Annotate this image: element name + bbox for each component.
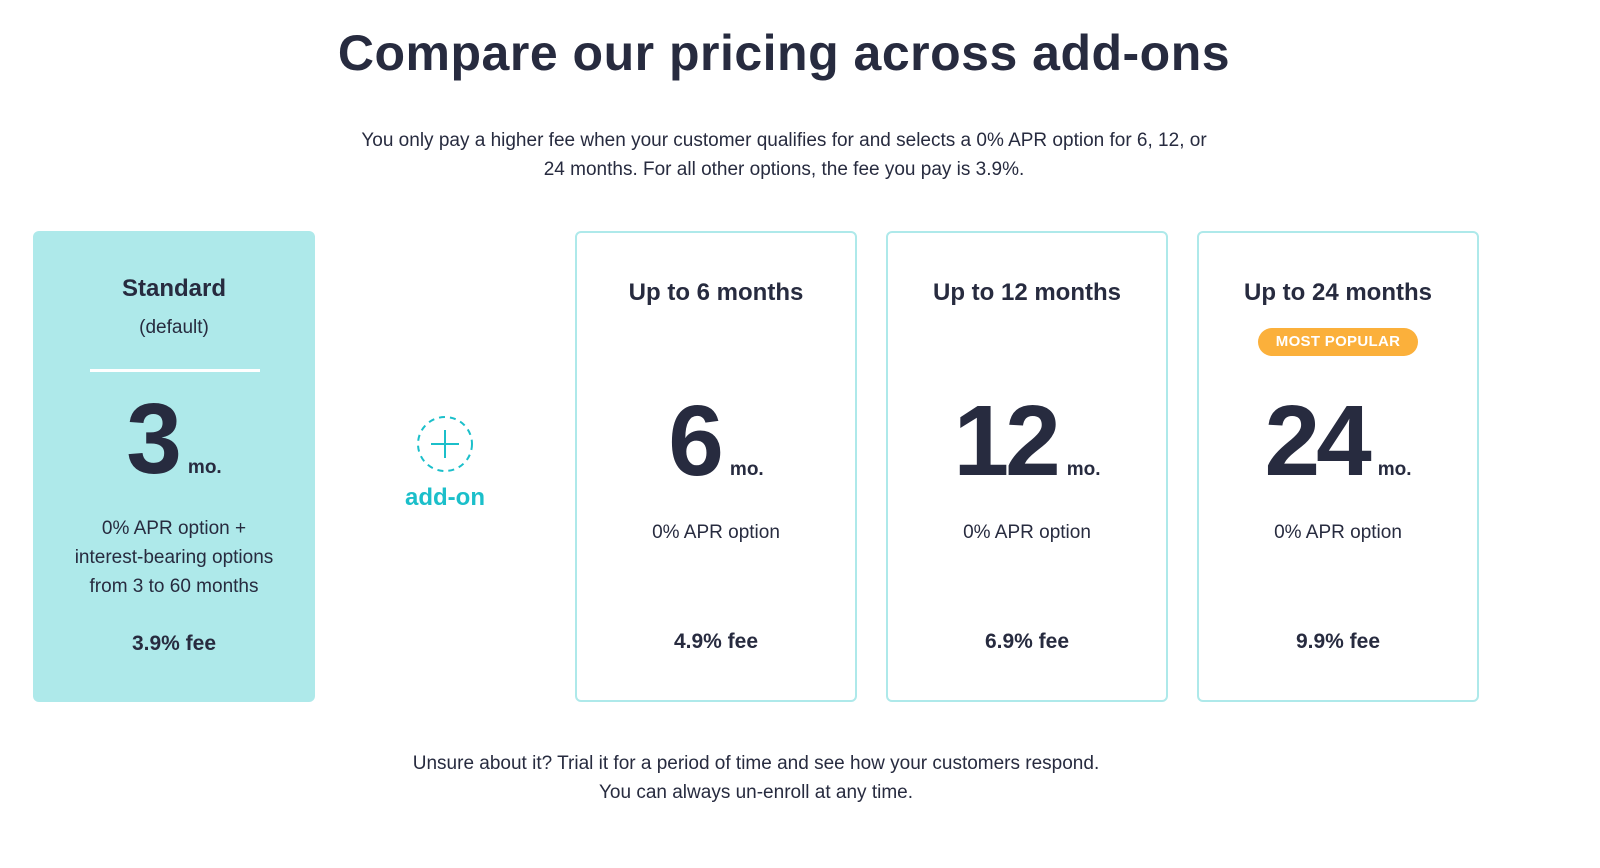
footer-note: Unsure about it? Trial it for a period o…	[300, 749, 1212, 807]
standard-plan-card: Standard (default) 3 mo. 0% APR option +…	[33, 231, 315, 702]
addon-connector: add-on	[395, 414, 495, 512]
plan-term: 24 mo.	[1199, 391, 1477, 491]
plan-term-unit: mo.	[187, 457, 222, 478]
most-popular-badge: MOST POPULAR	[1258, 328, 1418, 356]
plan-card-24-months: Up to 24 months MOST POPULAR 24 mo. 0% A…	[1197, 231, 1479, 702]
plan-fee: 6.9% fee	[984, 630, 1070, 653]
plan-term-number: 24	[1264, 385, 1371, 497]
plan-name: Up to 6 months	[628, 279, 804, 306]
plan-term-number: 6	[668, 385, 724, 497]
plan-description: 0% APR option + interest-bearing options…	[33, 514, 315, 601]
plan-card-12-months: Up to 12 months 12 mo. 0% APR option 6.9…	[886, 231, 1168, 702]
page-title: Compare our pricing across add-ons	[337, 25, 1231, 81]
plan-description: 0% APR option	[963, 522, 1091, 543]
footer-note-line: Unsure about it? Trial it for a period o…	[412, 753, 1100, 774]
plan-term: 12 mo.	[888, 391, 1166, 491]
plan-description: 0% APR option	[652, 522, 780, 543]
plan-fee: 4.9% fee	[673, 630, 759, 653]
plan-fee: 3.9% fee	[131, 632, 217, 655]
plan-name: Up to 24 months	[1243, 279, 1432, 306]
plan-description-line: from 3 to 60 months	[89, 576, 259, 597]
plan-term: 6 mo.	[577, 391, 855, 491]
plan-term-unit: mo.	[1377, 459, 1412, 480]
subtitle-line: You only pay a higher fee when your cust…	[361, 130, 1207, 151]
plan-term-number: 12	[953, 385, 1060, 497]
plan-term-unit: mo.	[729, 459, 764, 480]
plan-description-line: interest-bearing options	[74, 547, 274, 568]
plan-term-unit: mo.	[1066, 459, 1101, 480]
page-subtitle: You only pay a higher fee when your cust…	[280, 126, 1288, 184]
plan-term-number: 3	[126, 383, 182, 495]
divider	[90, 369, 260, 372]
plan-card-6-months: Up to 6 months 6 mo. 0% APR option 4.9% …	[575, 231, 857, 702]
plan-name: Standard	[121, 275, 226, 302]
footer-note-line: You can always un-enroll at any time.	[598, 782, 914, 803]
addon-label: add-on	[405, 484, 485, 511]
subtitle-line: 24 months. For all other options, the fe…	[543, 159, 1025, 180]
plan-default-label: (default)	[139, 317, 209, 338]
plan-name: Up to 12 months	[932, 279, 1121, 306]
plan-fee: 9.9% fee	[1295, 630, 1381, 653]
plan-term: 3 mo.	[33, 389, 315, 489]
plan-description-line: 0% APR option +	[101, 518, 247, 539]
plus-circle-dashed-icon	[417, 416, 473, 472]
plan-description: 0% APR option	[1274, 522, 1402, 543]
